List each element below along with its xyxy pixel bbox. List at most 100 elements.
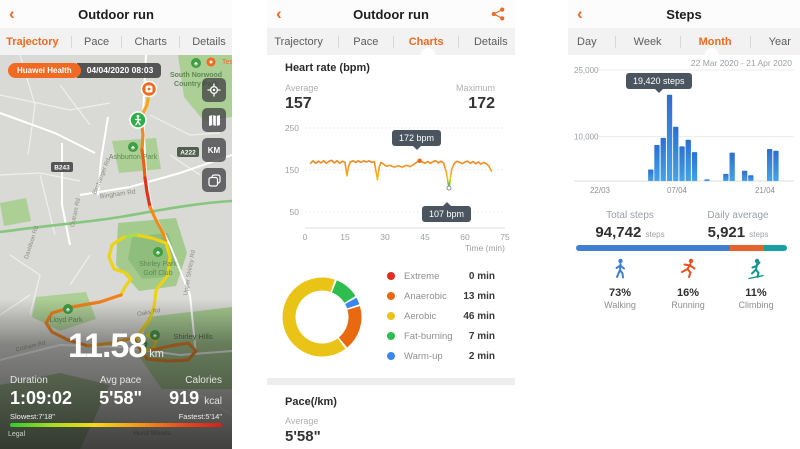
duration-label: Duration bbox=[10, 375, 48, 386]
steps-bar bbox=[685, 139, 691, 181]
duration-value: 1:09:02 bbox=[10, 388, 73, 408]
hr-max-dot bbox=[417, 158, 422, 163]
trajectory-map[interactable]: ♣ ♣ ♣ ♣ ♣ ♣ Tesc South Norwood Country P… bbox=[0, 54, 237, 449]
daily-average-value: 5,921 steps bbox=[707, 224, 769, 241]
run-stats-row: Duration 1:09:02 Avg pace 5'58" Calories… bbox=[10, 375, 222, 409]
steps-bar bbox=[729, 152, 735, 181]
legend-row: Warm-up 2 min bbox=[387, 346, 495, 366]
steps-y-label: 25,000 bbox=[574, 66, 599, 75]
svg-text:Outram Rd: Outram Rd bbox=[70, 198, 82, 228]
section-divider bbox=[267, 378, 515, 385]
hr-y-tick-label: 150 bbox=[285, 165, 299, 175]
page-title: Outdoor run bbox=[353, 6, 429, 22]
route-segment bbox=[107, 235, 133, 297]
hr-x-tick-label: 0 bbox=[303, 232, 308, 242]
route-segment bbox=[122, 233, 138, 239]
legend-zone-minutes: 13 min bbox=[463, 290, 495, 302]
avg-pace-label: Avg pace bbox=[99, 375, 142, 386]
park-golf-inner bbox=[128, 233, 176, 279]
legend-dot bbox=[387, 352, 395, 360]
legend-zone-name: Warm-up bbox=[404, 350, 443, 362]
tab-trajectory[interactable]: Trajectory bbox=[274, 35, 323, 48]
hr-min-tooltip: 107 bpm bbox=[422, 202, 472, 222]
tab-separator bbox=[179, 35, 181, 48]
tab-bar: Trajectory Pace Charts Details bbox=[267, 28, 515, 62]
steps-x-label: 07/04 bbox=[667, 186, 688, 195]
tab-separator bbox=[749, 35, 751, 48]
activity-split-bar bbox=[576, 245, 787, 251]
tab-pace[interactable]: Pace bbox=[353, 35, 379, 48]
steps-gridlines: 25,000 10,000 bbox=[574, 66, 794, 142]
steps-bar bbox=[748, 175, 754, 181]
hr-average-value: 157 bbox=[285, 95, 312, 112]
svg-text:Bingham Rd: Bingham Rd bbox=[100, 189, 137, 201]
hr-gridlines bbox=[305, 127, 505, 213]
pace-section-title: Pace(/km) bbox=[285, 396, 337, 408]
tab-separator bbox=[121, 35, 123, 48]
svg-text:Tesc: Tesc bbox=[222, 59, 232, 66]
run-datetime: 04/04/2020 08:03 bbox=[76, 63, 162, 78]
tab-pace[interactable]: Pace bbox=[84, 35, 110, 48]
steps-y-label: 10,000 bbox=[574, 133, 599, 142]
legend-row: Extreme 0 min bbox=[387, 266, 495, 286]
legend-row: Aerobic 46 min bbox=[387, 306, 495, 326]
tab-details[interactable]: Details bbox=[473, 35, 508, 48]
route-segment bbox=[148, 205, 168, 245]
steps-x-label: 22/03 bbox=[590, 186, 611, 195]
tab-trajectory[interactable]: Trajectory bbox=[6, 35, 59, 48]
hr-x-tick-label: 60 bbox=[460, 232, 470, 242]
legend-row: Anaerobic 13 min bbox=[387, 286, 495, 306]
steps-bar bbox=[704, 179, 710, 181]
share-icon[interactable] bbox=[491, 7, 505, 21]
tab-month[interactable]: Month bbox=[698, 35, 732, 48]
hr-max-tooltip: 172 bpm bbox=[392, 130, 442, 150]
svg-text:♣: ♣ bbox=[131, 146, 135, 152]
panel-outdoor-run-charts: ‹ Outdoor run Trajectory Pace Charts Det… bbox=[267, 0, 515, 449]
end-marker bbox=[140, 80, 158, 98]
hr-min-dot bbox=[446, 185, 452, 191]
steps-x-label: 21/04 bbox=[755, 186, 776, 195]
tab-separator bbox=[337, 35, 339, 48]
tab-week[interactable]: Week bbox=[633, 35, 662, 48]
tab-day[interactable]: Day bbox=[577, 35, 597, 48]
tab-charts[interactable]: Charts bbox=[408, 35, 444, 48]
tab-separator bbox=[458, 35, 460, 48]
park-ashburton bbox=[112, 138, 161, 173]
tab-details[interactable]: Details bbox=[192, 35, 226, 48]
avg-pace-stat: Avg pace 5'58" bbox=[99, 375, 142, 409]
tab-charts[interactable]: Charts bbox=[134, 35, 167, 48]
hr-line bbox=[309, 159, 493, 189]
km-unit-button[interactable]: KM bbox=[202, 138, 226, 162]
legend-zone-minutes: 2 min bbox=[468, 350, 495, 362]
route-segment bbox=[140, 148, 147, 180]
steps-bar bbox=[742, 170, 748, 181]
run-summary-overlay: 11.58 km Duration 1:09:02 Avg pace 5'58" … bbox=[0, 299, 232, 449]
back-button[interactable]: ‹ bbox=[276, 4, 282, 23]
avg-pace-value: 5'58" bbox=[99, 388, 143, 408]
map-type-button[interactable] bbox=[202, 108, 226, 132]
back-button[interactable]: ‹ bbox=[577, 4, 583, 23]
hr-x-tick-label: 75 bbox=[500, 232, 510, 242]
distance-value: 11.58 bbox=[68, 327, 147, 365]
layers-button[interactable] bbox=[202, 168, 226, 192]
steps-bar bbox=[723, 173, 729, 181]
tab-year[interactable]: Year bbox=[768, 35, 791, 48]
heart-rate-section-title: Heart rate (bpm) bbox=[285, 62, 370, 74]
svg-text:A222: A222 bbox=[180, 150, 196, 157]
map-legal-link[interactable]: Legal bbox=[8, 431, 26, 438]
running-label: Running bbox=[671, 300, 705, 310]
green-road bbox=[0, 199, 233, 234]
locate-button[interactable] bbox=[202, 78, 226, 102]
back-button[interactable]: ‹ bbox=[9, 4, 15, 23]
map-watermark: Huawei Health 04/04/2020 08:03 bbox=[8, 63, 162, 78]
page-title: Steps bbox=[666, 6, 702, 22]
legend-zone-name: Anaerobic bbox=[404, 290, 447, 302]
svg-text:South Norwood: South Norwood bbox=[170, 72, 222, 79]
walking-pct: 73% bbox=[608, 287, 632, 299]
steps-bar bbox=[691, 152, 698, 181]
legend-zone-minutes: 46 min bbox=[463, 310, 495, 322]
calories-unit: kcal bbox=[204, 396, 222, 407]
tab-bar: Day Week Month Year bbox=[568, 28, 800, 62]
legend-zone-name: Aerobic bbox=[404, 310, 437, 322]
header: ‹ Steps bbox=[568, 0, 800, 28]
